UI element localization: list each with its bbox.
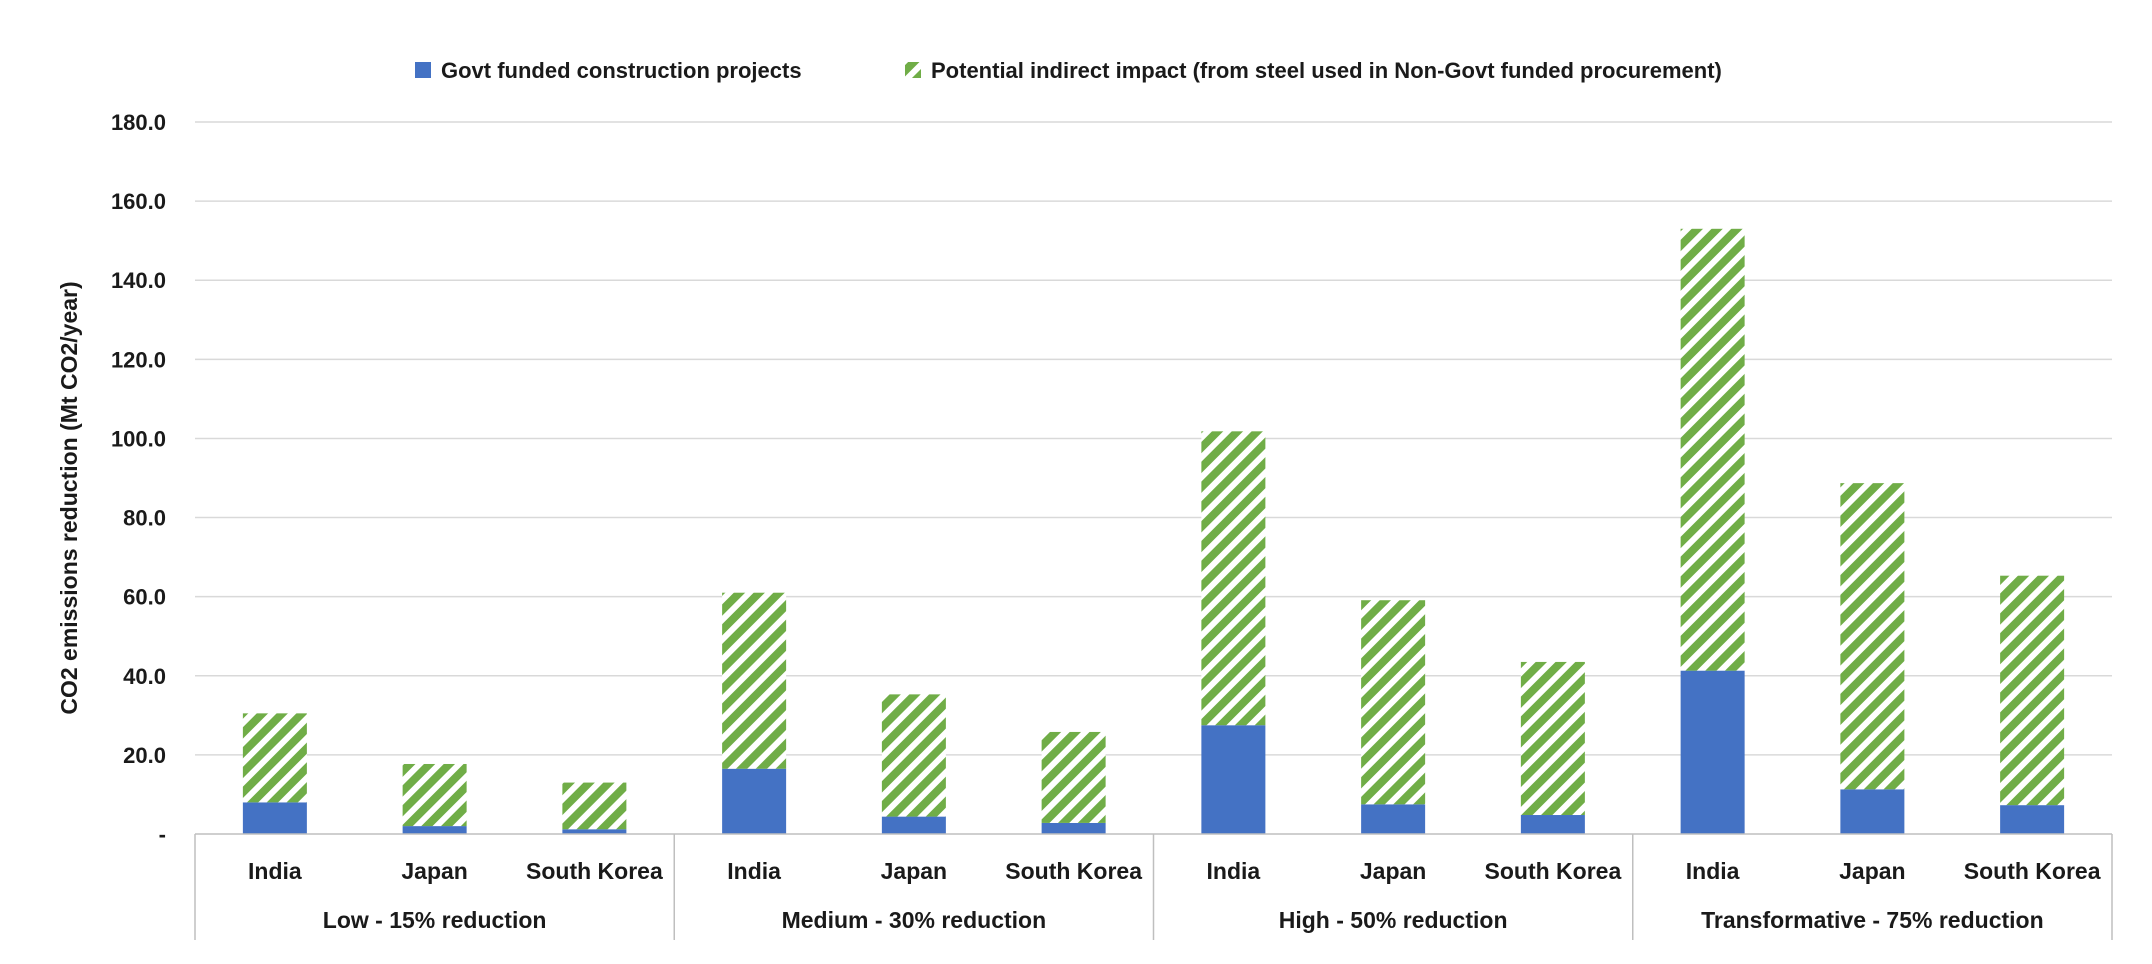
x-category-label: India [248, 858, 302, 884]
bar-govt-funded [1840, 789, 1905, 834]
bar-govt-funded [562, 829, 627, 834]
y-tick-label: 20.0 [123, 743, 166, 768]
bar-govt-funded [722, 768, 787, 834]
bar-indirect-impact [242, 713, 307, 803]
bar-govt-funded [242, 802, 307, 834]
bar-indirect-impact [881, 694, 946, 817]
bar-govt-funded [1680, 670, 1745, 834]
bar-govt-funded [1041, 822, 1106, 834]
x-category-label: India [727, 858, 781, 884]
x-category-label: India [1207, 858, 1261, 884]
y-tick-label: - [159, 822, 166, 847]
y-tick-label: 180.0 [111, 110, 166, 135]
bar-indirect-impact [1201, 431, 1266, 726]
y-tick-label: 120.0 [111, 347, 166, 372]
bar-indirect-impact [1041, 731, 1106, 823]
bar-govt-funded [402, 826, 467, 834]
x-category-label: Japan [881, 858, 947, 884]
legend-label-indirect: Potential indirect impact (from steel us… [931, 58, 1722, 83]
y-tick-label: 60.0 [123, 585, 166, 610]
y-tick-label: 140.0 [111, 268, 166, 293]
gridlines [195, 121, 2112, 756]
y-tick-label: 80.0 [123, 506, 166, 531]
y-tick-label: 160.0 [111, 189, 166, 214]
x-category-label: South Korea [1485, 858, 1622, 884]
y-tick-label: 100.0 [111, 426, 166, 451]
x-axis: India Japan South Korea Low - 15% reduction… [194, 833, 2113, 940]
bar-indirect-impact [1840, 483, 1905, 790]
bar-govt-funded [881, 816, 946, 834]
x-category-label: South Korea [1005, 858, 1142, 884]
bar-indirect-impact [1361, 600, 1426, 805]
x-category-label: South Korea [1964, 858, 2101, 884]
legend-label-govt: Govt funded construction projects [441, 58, 802, 83]
x-group-label: High - 50% reduction [1279, 907, 1508, 933]
x-category-label: India [1686, 858, 1740, 884]
bars [242, 228, 2065, 834]
y-axis-ticks: - 20.0 40.0 60.0 80.0 100.0 120.0 140.0 160.0 180… [111, 110, 166, 847]
bar-indirect-impact [722, 592, 787, 769]
bar-govt-funded [1520, 815, 1585, 834]
bar-indirect-impact [2000, 575, 2065, 806]
y-tick-label: 40.0 [123, 664, 166, 689]
x-group-label: Low - 15% reduction [323, 907, 547, 933]
legend: Govt funded construction projects Potent… [415, 58, 1722, 83]
legend-swatch-indirect [905, 62, 921, 78]
x-group-label: Medium - 30% reduction [782, 907, 1047, 933]
bar-indirect-impact [562, 782, 627, 830]
bar-indirect-impact [1520, 661, 1585, 816]
x-category-label: South Korea [526, 858, 663, 884]
bar-govt-funded [1361, 804, 1426, 834]
x-category-label: Japan [1839, 858, 1905, 884]
y-axis-title: CO2 emissions reduction (Mt CO2/year) [56, 281, 82, 714]
legend-swatch-govt [415, 62, 431, 78]
x-group-label: Transformative - 75% reduction [1701, 907, 2044, 933]
bar-indirect-impact [1680, 228, 1745, 671]
x-category-label: Japan [1360, 858, 1426, 884]
x-category-label: Japan [401, 858, 467, 884]
bar-govt-funded [1201, 725, 1266, 834]
bar-indirect-impact [402, 763, 467, 827]
bar-govt-funded [2000, 805, 2065, 834]
